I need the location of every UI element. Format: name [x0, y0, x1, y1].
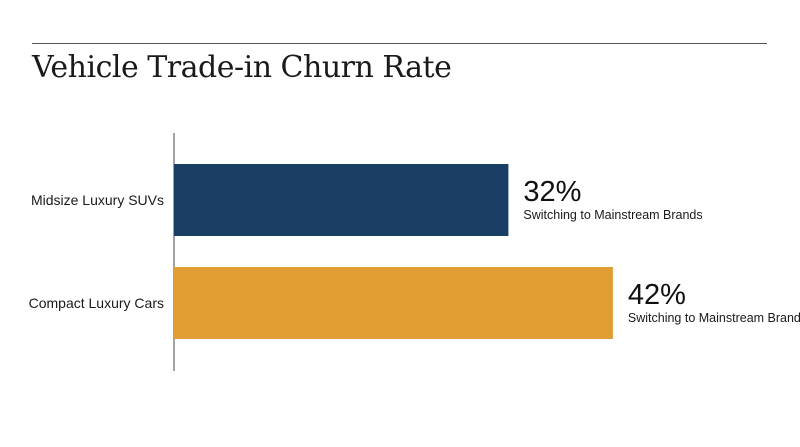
bar-1	[174, 267, 613, 339]
bar-0	[174, 164, 509, 236]
top-divider	[32, 43, 767, 44]
chart-title: Vehicle Trade-in Churn Rate	[32, 50, 452, 85]
category-label: Compact Luxury Cars	[29, 295, 164, 311]
value-sublabel: Switching to Mainstream Brands	[628, 311, 800, 325]
value-sublabel: Switching to Mainstream Brands	[523, 208, 702, 222]
category-label: Midsize Luxury SUVs	[31, 192, 164, 208]
value-label: 42%	[628, 279, 686, 311]
value-label: 32%	[523, 176, 581, 208]
